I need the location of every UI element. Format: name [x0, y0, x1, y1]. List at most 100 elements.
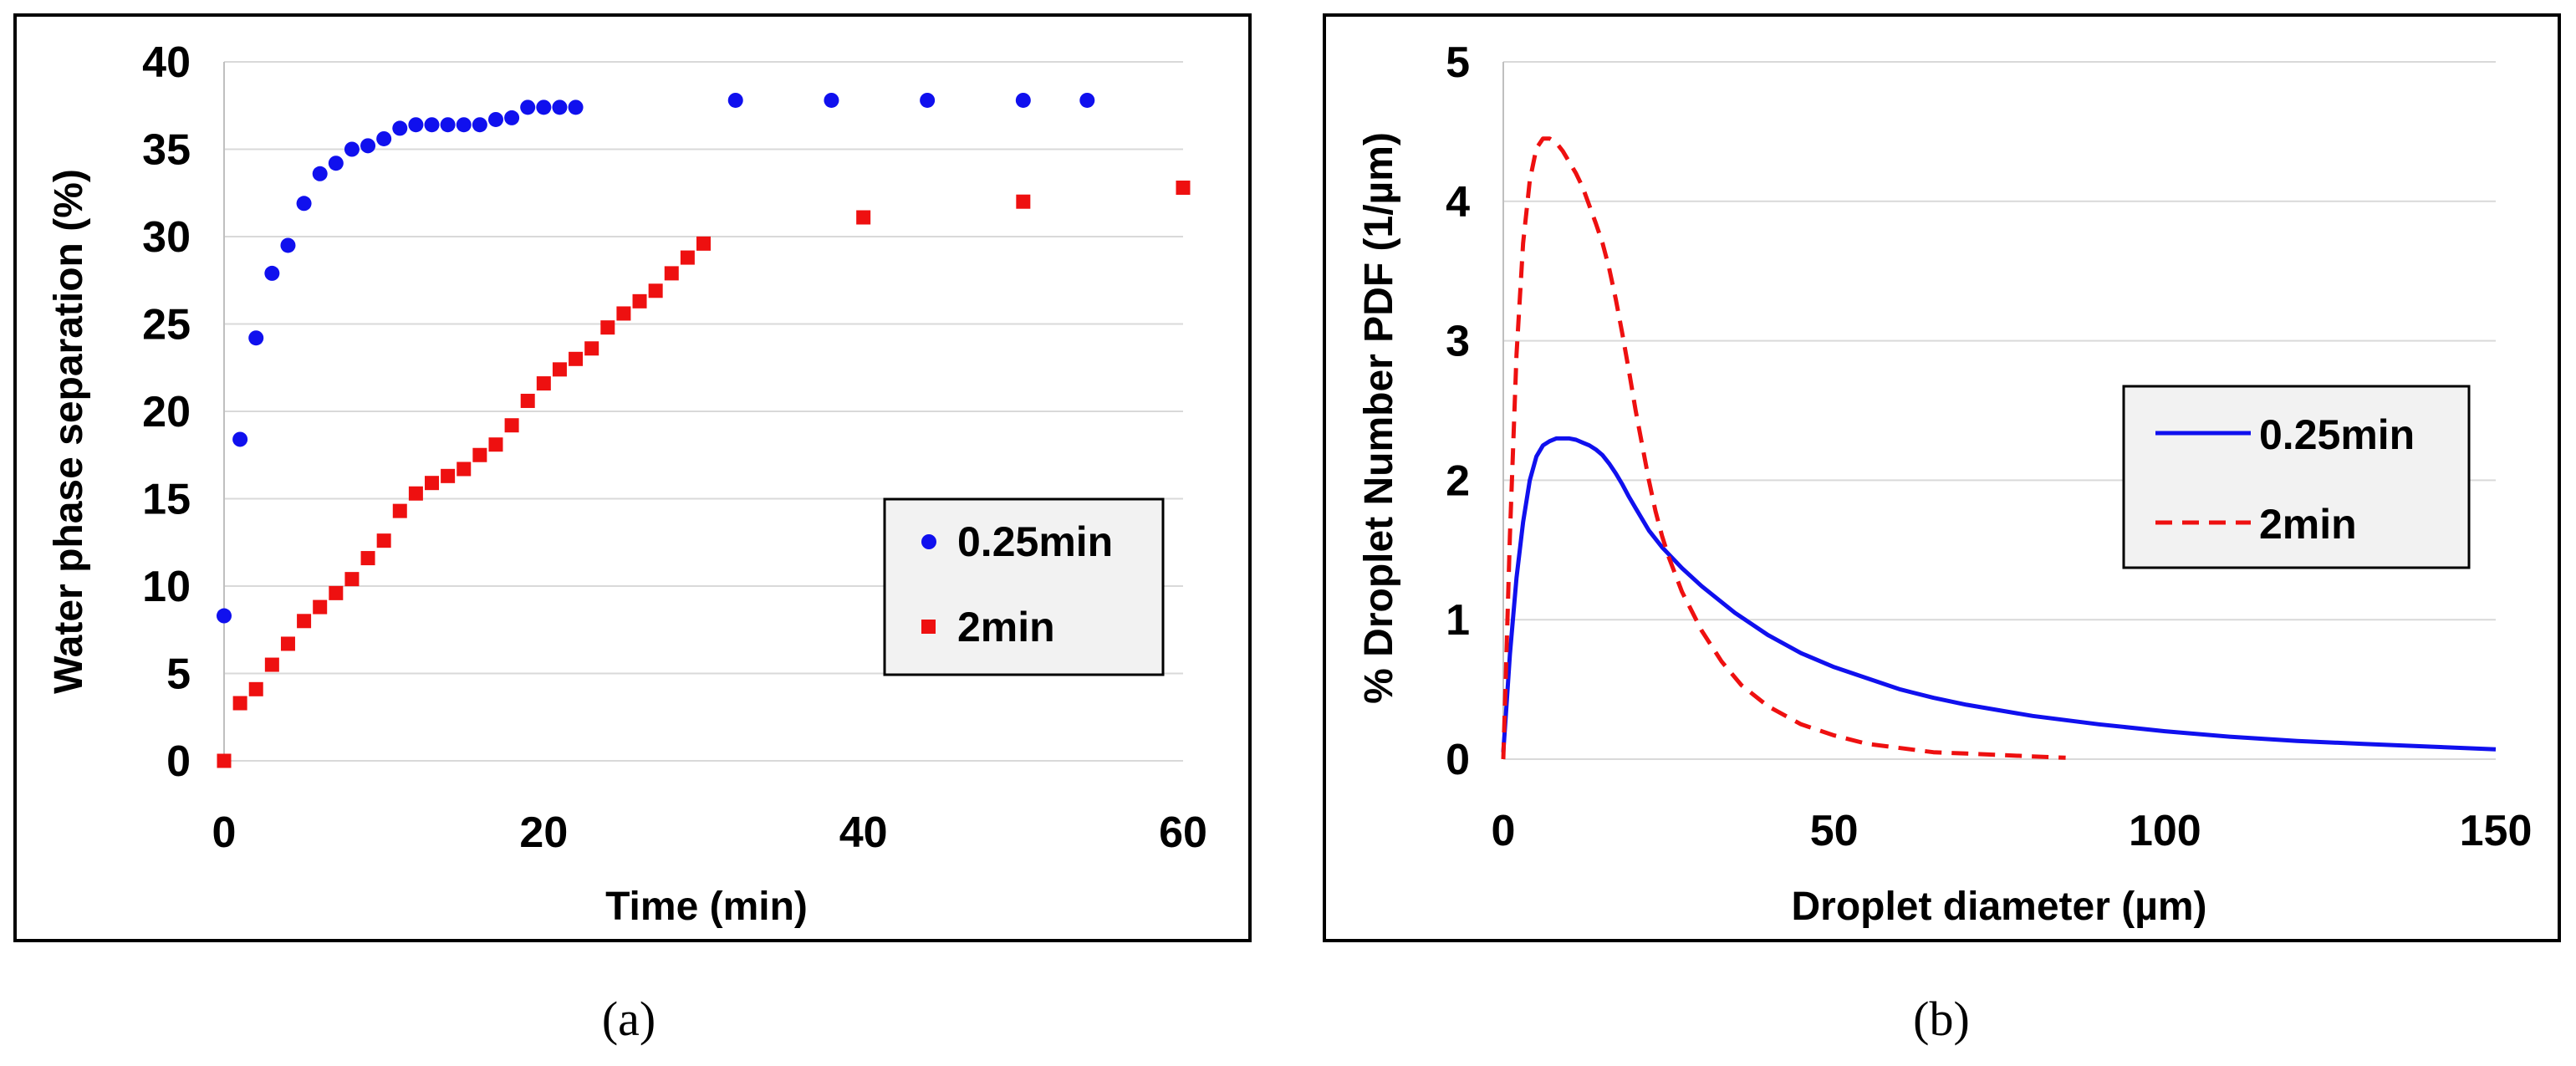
data-point-2min — [408, 486, 423, 501]
data-point-0.25min — [487, 111, 503, 127]
panel-b-x-axis-label: Droplet diameter (µm) — [1791, 885, 2206, 929]
data-point-0.25min — [824, 92, 839, 108]
x-tick-label-b: 50 — [1810, 807, 1859, 855]
data-point-0.25min — [568, 99, 584, 115]
data-point-2min — [217, 753, 232, 768]
y-tick-label-a: 10 — [142, 563, 191, 611]
data-point-2min — [648, 283, 663, 298]
x-tick-label-a: 0 — [212, 808, 237, 857]
y-tick-label-a: 40 — [142, 38, 191, 87]
data-point-0.25min — [328, 156, 344, 171]
y-tick-label-a: 0 — [166, 737, 191, 786]
data-point-2min — [584, 341, 599, 356]
panel-b-y-tick-labels: 0 1 2 3 4 5 — [1446, 38, 1470, 784]
x-tick-label-a: 20 — [519, 808, 568, 857]
data-point-2min — [569, 351, 584, 366]
data-point-2min — [616, 306, 631, 321]
panel-b-legend-box — [2122, 385, 2471, 569]
data-point-2min — [297, 614, 312, 629]
panel-a-x-tick-labels: 0 20 40 60 — [212, 808, 1207, 857]
y-tick-label-a: 20 — [142, 388, 191, 436]
data-point-0.25min — [360, 138, 376, 154]
x-tick-label-b: 0 — [1492, 807, 1516, 855]
data-point-0.25min — [504, 110, 520, 125]
data-point-0.25min — [217, 608, 232, 624]
data-point-2min — [376, 533, 391, 548]
data-point-2min — [664, 266, 679, 281]
data-point-2min — [696, 236, 711, 251]
data-point-0.25min — [1079, 92, 1095, 108]
data-point-2min — [520, 393, 535, 408]
data-point-0.25min — [408, 117, 424, 133]
data-point-2min — [232, 696, 247, 711]
data-point-0.25min — [344, 141, 360, 157]
x-tick-label-b: 150 — [2460, 807, 2533, 855]
data-point-0.25min — [440, 117, 456, 133]
data-point-2min — [264, 657, 279, 672]
data-point-0.25min — [248, 330, 264, 346]
data-point-2min — [536, 376, 551, 391]
series-line-2min — [1501, 136, 2066, 760]
data-point-2min — [392, 503, 407, 518]
panel-b-y-axis-label: % Droplet Number PDF (1/µm) — [1357, 132, 1401, 704]
data-point-2min — [360, 551, 375, 566]
data-point-2min — [552, 362, 567, 377]
legend-a-marker-2min — [921, 620, 936, 634]
data-point-2min — [1016, 194, 1031, 209]
data-point-2min — [425, 476, 440, 491]
y-tick-label-b: 1 — [1446, 596, 1470, 645]
data-point-2min — [488, 437, 503, 452]
y-tick-label-b: 4 — [1446, 178, 1470, 227]
data-point-0.25min — [392, 120, 408, 136]
y-tick-label-a: 30 — [142, 213, 191, 262]
legend-a-label-0.25min: 0.25min — [957, 518, 1113, 565]
data-point-2min — [441, 468, 456, 483]
data-point-0.25min — [520, 99, 536, 115]
data-point-2min — [472, 447, 487, 462]
panel-a-x-axis-label: Time (min) — [605, 885, 808, 929]
data-point-0.25min — [424, 117, 440, 133]
y-tick-label-a: 25 — [142, 301, 191, 349]
data-point-0.25min — [472, 117, 487, 133]
data-point-2min — [313, 599, 328, 615]
panel-a-legend-box — [883, 497, 1165, 676]
panel-a-legend: 0.25min 2min — [883, 497, 1165, 676]
y-tick-label-a: 35 — [142, 126, 191, 175]
legend-b-label-2min: 2min — [2259, 501, 2357, 548]
panel-a-y-tick-labels: 0 5 10 15 20 25 30 35 40 — [142, 38, 191, 786]
x-tick-label-a: 40 — [839, 808, 888, 857]
panel-a-caption: (a) — [602, 992, 655, 1046]
y-tick-label-b: 0 — [1446, 736, 1470, 784]
data-point-0.25min — [280, 237, 296, 253]
legend-b-label-0.25min: 0.25min — [2259, 411, 2415, 458]
data-point-2min — [632, 293, 647, 309]
data-point-2min — [1176, 180, 1191, 195]
data-point-0.25min — [296, 196, 312, 212]
data-point-2min — [680, 250, 695, 265]
data-point-2min — [457, 462, 472, 477]
data-point-0.25min — [456, 117, 472, 133]
panel-b: 0 1 2 3 4 5 0 50 100 150 Droplet diameter (µm) %… — [1323, 13, 2561, 1046]
data-point-2min — [856, 210, 871, 225]
data-point-0.25min — [552, 99, 568, 115]
y-tick-label-a: 15 — [142, 476, 191, 524]
data-point-0.25min — [264, 265, 280, 281]
panel-a-frame — [13, 13, 1252, 942]
panel-b-legend: 0.25min 2min — [2122, 385, 2471, 569]
panel-a-gridlines — [223, 61, 1183, 762]
data-point-0.25min — [376, 130, 392, 146]
y-tick-label-a: 5 — [166, 650, 191, 699]
data-point-0.25min — [312, 166, 328, 181]
legend-a-marker-0.25min — [921, 534, 936, 549]
x-tick-label-b: 100 — [2129, 807, 2201, 855]
data-point-2min — [280, 636, 295, 651]
series-line-0.25min — [1501, 436, 2497, 752]
data-point-2min — [504, 418, 519, 433]
y-tick-label-b: 2 — [1446, 456, 1470, 505]
panel-a: 0 5 10 15 20 25 30 35 40 0 20 40 60 Time (min) Wate… — [13, 13, 1252, 1046]
data-point-0.25min — [727, 92, 743, 108]
panel-b-series-lines — [1501, 136, 2497, 760]
y-tick-label-b: 3 — [1446, 318, 1470, 366]
data-point-2min — [329, 585, 344, 600]
